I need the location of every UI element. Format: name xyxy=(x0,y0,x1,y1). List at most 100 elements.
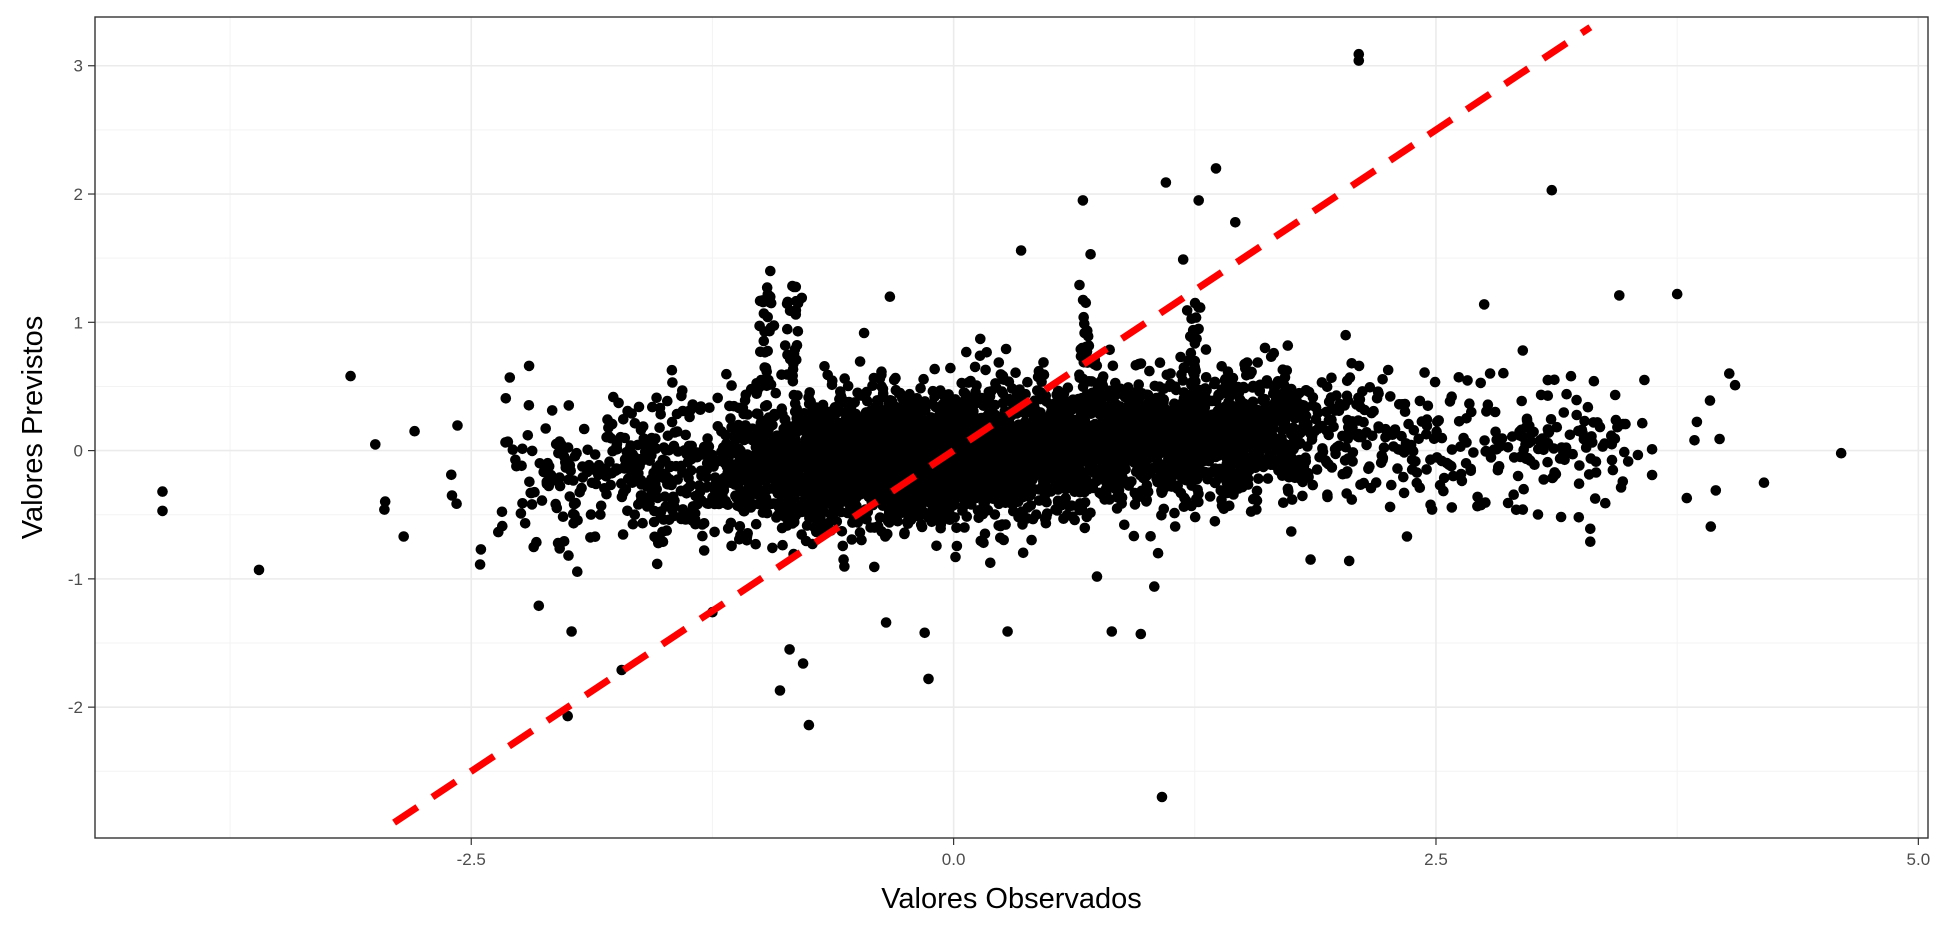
data-point xyxy=(1218,503,1230,515)
data-point xyxy=(1103,418,1115,430)
data-point xyxy=(803,392,814,403)
data-point xyxy=(1242,457,1253,468)
data-point xyxy=(783,505,795,516)
data-point xyxy=(1321,406,1332,418)
data-point xyxy=(740,486,752,498)
data-point xyxy=(1139,489,1151,500)
data-point xyxy=(898,398,909,410)
data-point xyxy=(1398,471,1409,483)
data-point xyxy=(1432,416,1443,428)
data-point xyxy=(822,369,833,381)
data-point xyxy=(1253,448,1265,460)
data-point xyxy=(1055,460,1066,471)
data-point xyxy=(1422,400,1434,412)
data-point xyxy=(904,442,915,453)
data-point xyxy=(719,450,731,462)
data-point xyxy=(1419,367,1430,378)
data-point xyxy=(1317,446,1329,458)
data-point xyxy=(1120,440,1131,452)
data-point xyxy=(1223,396,1234,408)
data-point xyxy=(956,377,967,389)
data-point xyxy=(1302,441,1313,452)
data-point xyxy=(1194,453,1206,464)
data-point xyxy=(1196,466,1208,477)
data-point xyxy=(1209,376,1221,388)
data-point xyxy=(866,443,877,455)
data-point xyxy=(967,414,978,426)
data-point xyxy=(793,423,805,435)
data-point xyxy=(1105,461,1116,472)
data-point xyxy=(942,434,953,446)
data-point xyxy=(1047,399,1059,410)
data-point xyxy=(1588,375,1600,387)
data-point xyxy=(760,424,772,435)
data-point xyxy=(916,497,927,508)
data-point xyxy=(951,522,962,534)
data-point xyxy=(1421,429,1432,440)
data-point xyxy=(890,372,901,384)
data-point xyxy=(876,482,888,493)
data-point xyxy=(1157,486,1168,497)
data-point xyxy=(961,346,972,358)
data-point xyxy=(1370,477,1382,488)
data-point xyxy=(959,522,970,533)
data-point xyxy=(869,409,880,420)
data-point xyxy=(1331,442,1343,453)
data-point xyxy=(1529,459,1540,471)
data-point xyxy=(1558,407,1570,418)
data-point xyxy=(1115,468,1127,479)
data-point xyxy=(665,460,677,472)
data-point xyxy=(815,522,826,533)
data-point xyxy=(1425,454,1436,466)
data-point xyxy=(1089,467,1100,479)
data-point xyxy=(1097,371,1109,382)
data-point xyxy=(712,392,723,404)
data-point xyxy=(1224,469,1236,480)
data-point xyxy=(728,400,740,412)
data-point xyxy=(1622,456,1634,467)
data-point xyxy=(1062,431,1073,442)
data-point xyxy=(999,442,1011,453)
data-point xyxy=(828,404,840,415)
data-point xyxy=(1353,360,1365,372)
data-point xyxy=(1129,487,1141,499)
data-point xyxy=(1282,340,1294,351)
data-point xyxy=(876,526,888,537)
data-point xyxy=(734,427,745,439)
data-point xyxy=(1009,463,1021,474)
data-point xyxy=(839,561,850,572)
data-point xyxy=(1542,456,1553,468)
data-point xyxy=(1567,448,1578,460)
data-point xyxy=(1234,413,1246,424)
data-point xyxy=(1482,399,1494,411)
data-point xyxy=(1094,381,1106,393)
data-point xyxy=(826,434,837,445)
data-point xyxy=(1517,431,1528,443)
data-point xyxy=(1406,464,1418,475)
data-point xyxy=(1089,427,1100,439)
data-point xyxy=(726,380,737,391)
data-point xyxy=(1160,416,1172,428)
data-point xyxy=(846,534,858,545)
data-point xyxy=(806,409,817,421)
data-point xyxy=(707,449,718,461)
data-point xyxy=(1191,401,1202,413)
data-point xyxy=(1243,426,1255,438)
data-point xyxy=(1052,484,1064,495)
data-point xyxy=(805,454,817,466)
data-point xyxy=(1398,447,1410,458)
data-point xyxy=(757,507,769,518)
data-point xyxy=(934,434,946,446)
data-point xyxy=(931,540,942,552)
data-point xyxy=(908,501,920,513)
data-point xyxy=(1429,376,1441,388)
data-point xyxy=(1251,485,1263,497)
data-point xyxy=(928,477,940,489)
data-point xyxy=(1172,461,1184,473)
data-point xyxy=(842,380,854,392)
data-point xyxy=(1396,399,1408,410)
data-point xyxy=(1006,422,1018,434)
data-point xyxy=(726,421,737,433)
data-point xyxy=(918,373,929,385)
